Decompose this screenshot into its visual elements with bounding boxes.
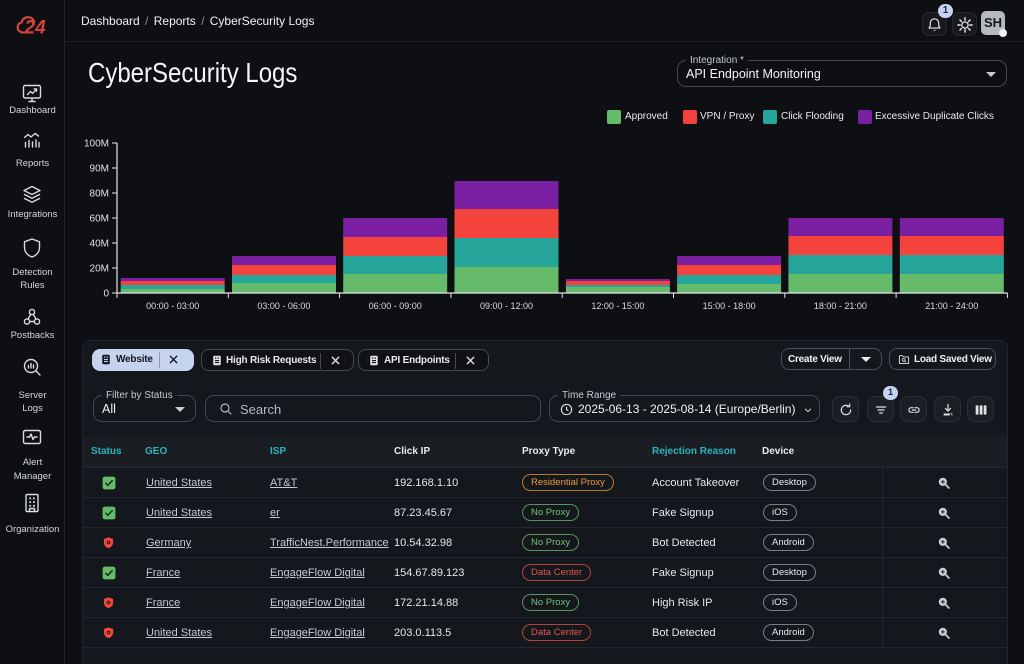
svg-text:09:00 - 12:00: 09:00 - 12:00	[480, 301, 533, 311]
svg-text:12:00 - 15:00: 12:00 - 15:00	[591, 301, 644, 311]
svg-text:80M: 80M	[90, 189, 109, 200]
svg-text:18:00 - 21:00: 18:00 - 21:00	[814, 301, 867, 311]
svg-text:15:00 - 18:00: 15:00 - 18:00	[703, 301, 756, 311]
svg-text:20M: 20M	[90, 264, 109, 275]
svg-text:0: 0	[103, 289, 109, 300]
svg-text:21:00 - 24:00: 21:00 - 24:00	[925, 301, 978, 311]
svg-text:90M: 90M	[90, 164, 109, 175]
svg-text:24: 24	[24, 18, 47, 39]
svg-text:00:00 - 03:00: 00:00 - 03:00	[146, 301, 199, 311]
svg-text:60M: 60M	[90, 214, 109, 225]
svg-text:40M: 40M	[90, 239, 109, 250]
svg-text:100M: 100M	[84, 139, 109, 150]
svg-text:06:00 - 09:00: 06:00 - 09:00	[369, 301, 422, 311]
svg-text:03:00 - 06:00: 03:00 - 06:00	[257, 301, 310, 311]
